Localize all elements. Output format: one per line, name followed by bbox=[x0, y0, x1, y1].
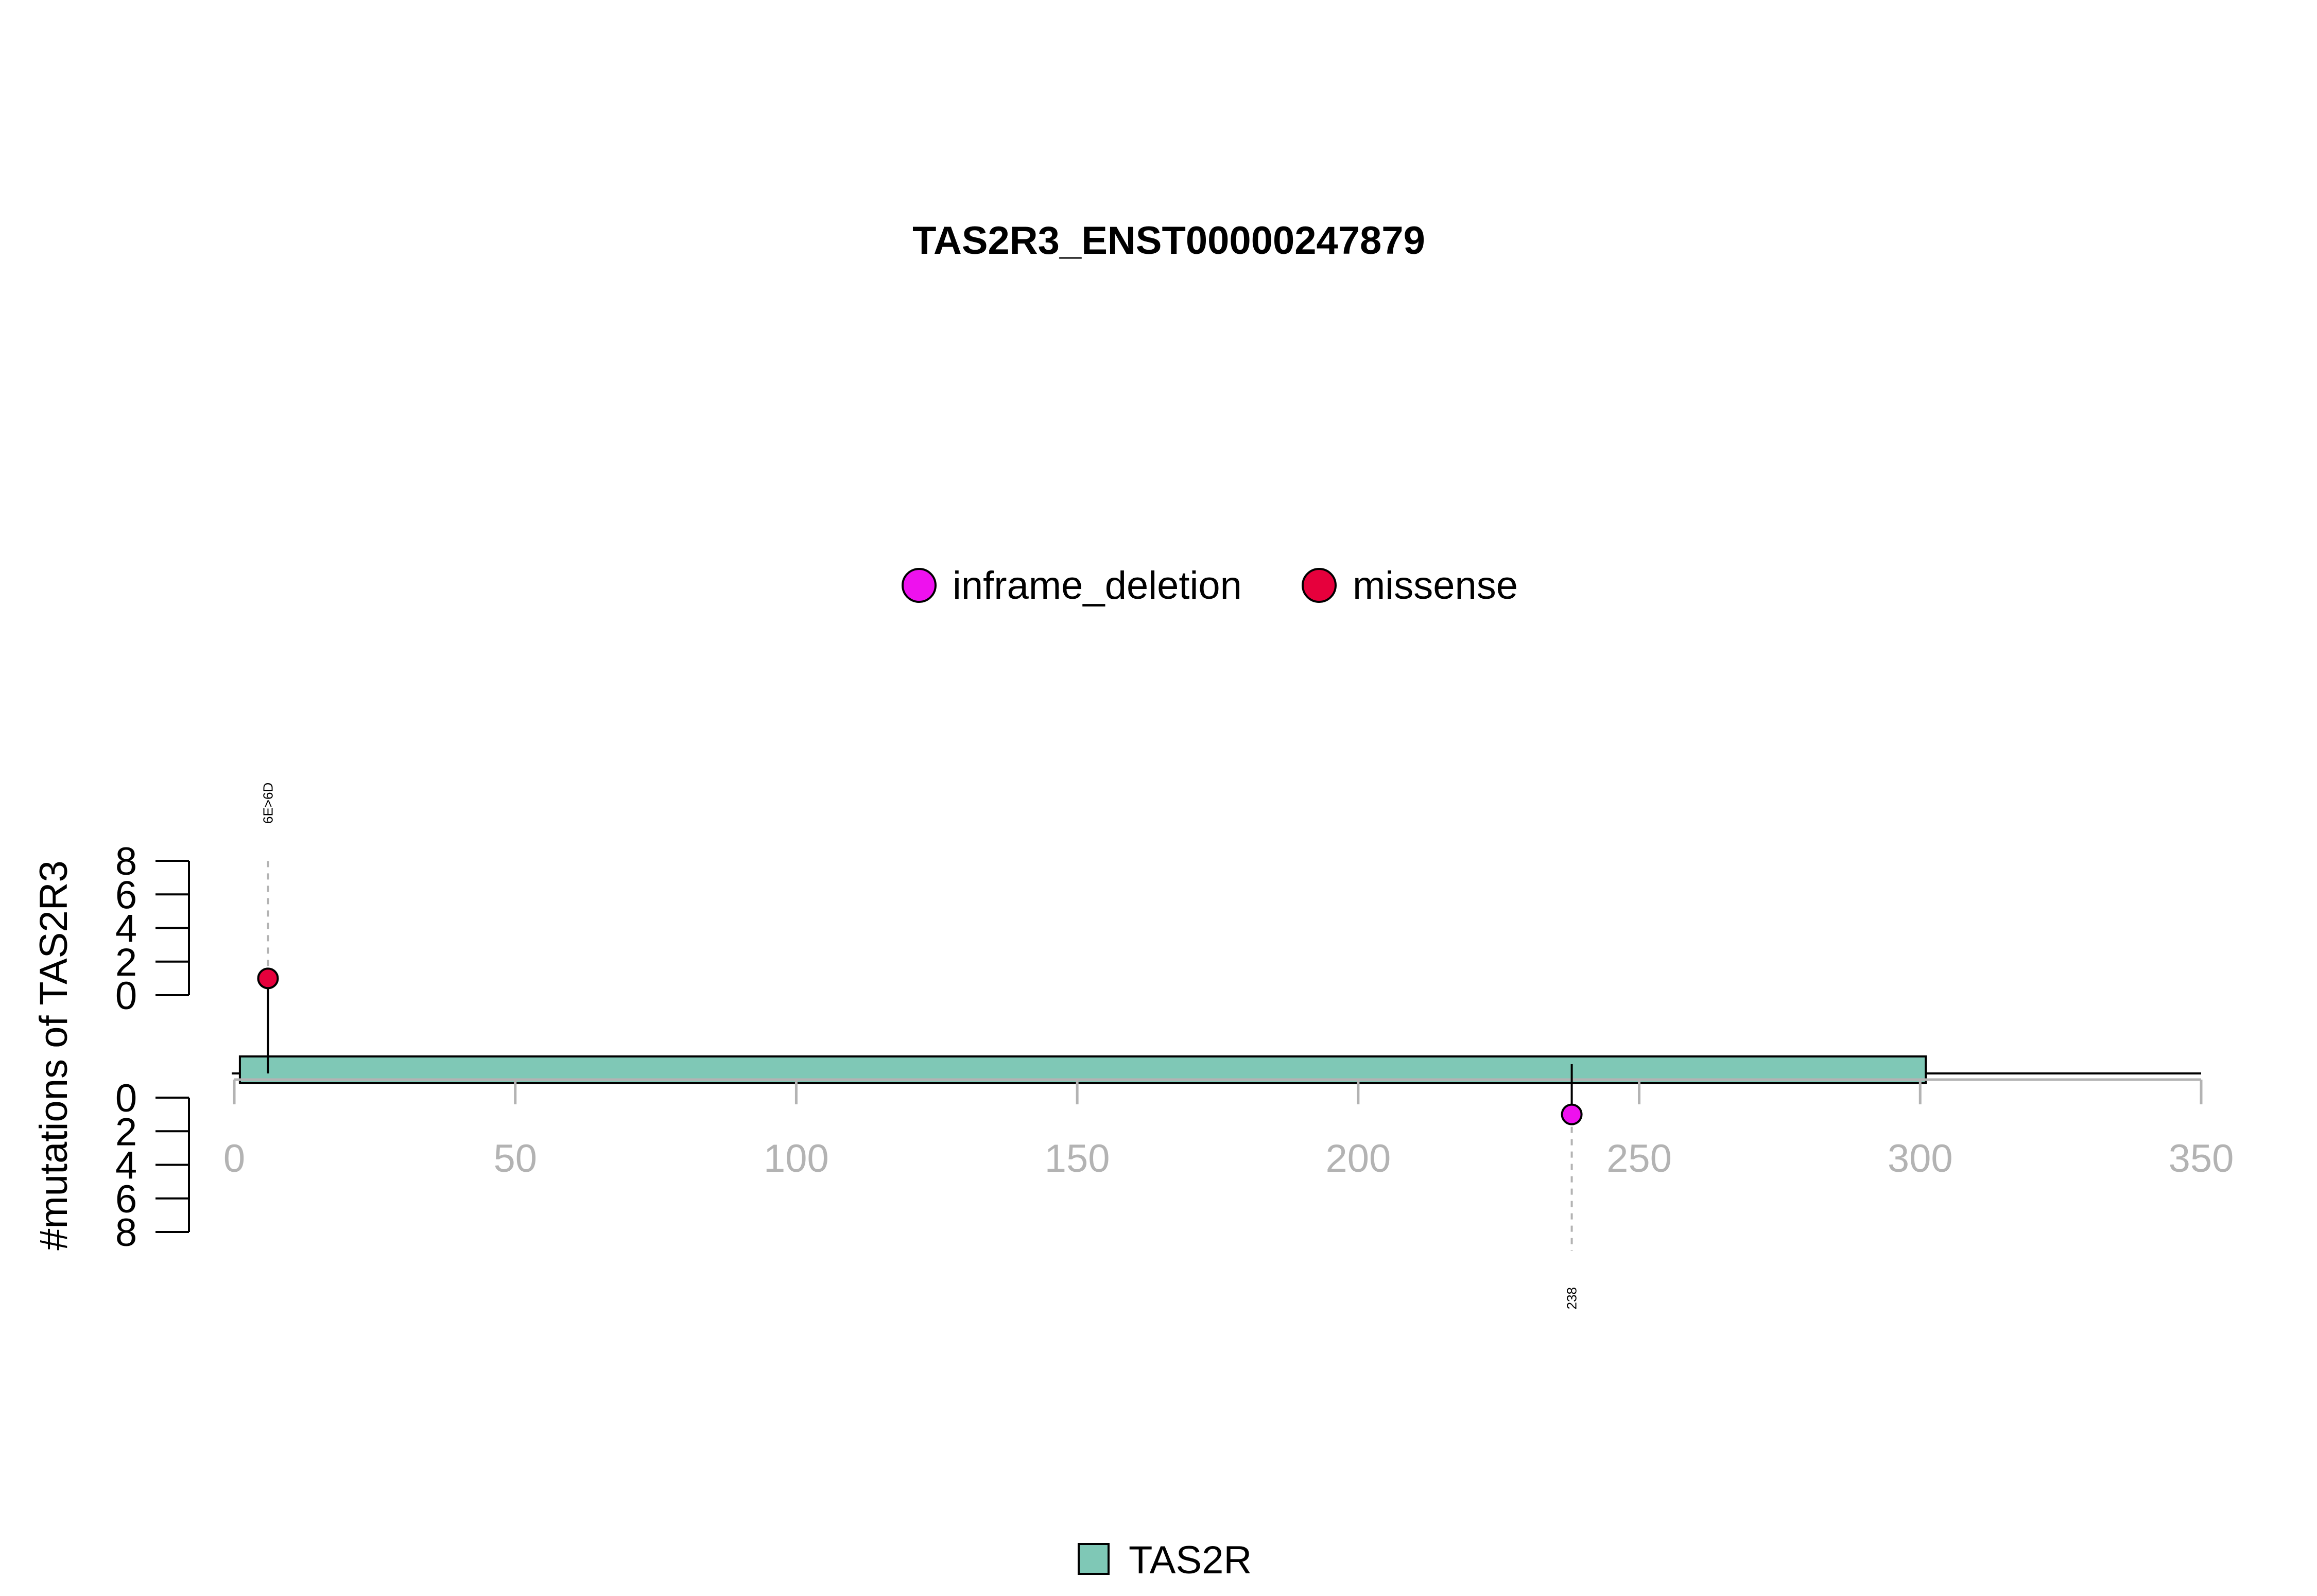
x-axis: 0 50 100 150 200 250 300 350 bbox=[223, 1078, 2234, 1181]
x-tick-label: 50 bbox=[493, 1137, 537, 1181]
mutation-point-inframe_deletion bbox=[1561, 1103, 1583, 1125]
lower-y-tick-label: 0 bbox=[115, 1077, 137, 1120]
legend-label-missense: missense bbox=[1353, 564, 1518, 608]
legend-marker-missense bbox=[1302, 568, 1337, 603]
upper-y-tick-label: 2 bbox=[115, 941, 137, 984]
x-tick-label: 300 bbox=[1888, 1137, 1953, 1181]
x-tick-label: 0 bbox=[223, 1137, 245, 1181]
upper-y-tick-label: 8 bbox=[115, 840, 137, 883]
upper-y-tick-label: 6 bbox=[115, 873, 137, 917]
lower-y-tick-label: 4 bbox=[115, 1144, 137, 1188]
x-tick-label: 250 bbox=[1606, 1137, 1672, 1181]
upper-y-tick-label: 4 bbox=[115, 907, 137, 951]
mutation-label: 6E>6D bbox=[260, 783, 275, 824]
legend-label-TAS2R: TAS2R bbox=[1129, 1538, 1252, 1582]
mutation-label: 238 bbox=[1564, 1287, 1580, 1309]
y-axis-label: #mutations of TAS2R3 bbox=[32, 860, 76, 1251]
legend-swatch-TAS2R bbox=[1078, 1543, 1110, 1575]
x-tick-label: 350 bbox=[2169, 1137, 2234, 1181]
x-tick-label: 150 bbox=[1045, 1137, 1110, 1181]
x-tick-label: 100 bbox=[764, 1137, 829, 1181]
mutation-legend: inframe_deletion missense bbox=[902, 564, 1518, 608]
legend-marker-inframe_deletion bbox=[902, 568, 937, 603]
lower-y-tick-label: 8 bbox=[115, 1211, 137, 1255]
legend-label-inframe_deletion: inframe_deletion bbox=[953, 564, 1242, 608]
mutations: 6E>6D 238 bbox=[257, 783, 1583, 1309]
chart-title: TAS2R3_ENST00000247879 bbox=[912, 219, 1425, 263]
lower-y-tick-label: 2 bbox=[115, 1110, 137, 1154]
x-tick-label: 200 bbox=[1325, 1137, 1391, 1181]
domain-legend: TAS2R bbox=[1078, 1538, 1252, 1582]
lower-y-tick-label: 6 bbox=[115, 1177, 137, 1221]
upper-y-tick-label: 0 bbox=[115, 974, 137, 1018]
mutation-point-missense bbox=[257, 967, 279, 990]
